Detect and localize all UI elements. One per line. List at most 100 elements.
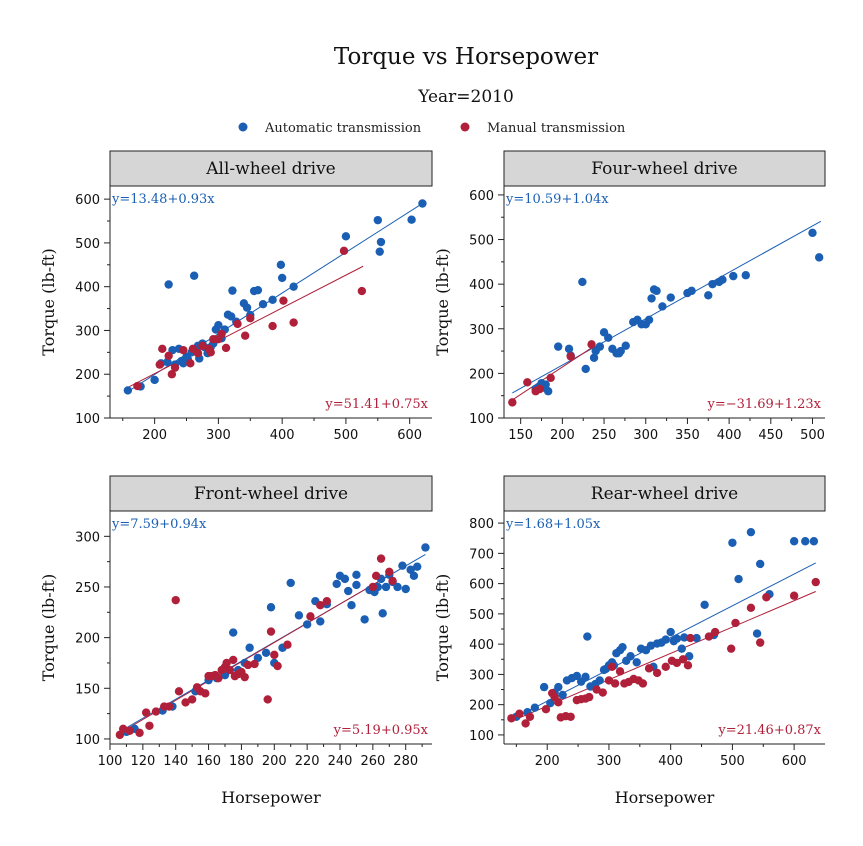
data-point xyxy=(543,387,553,396)
y-tick-label: 200 xyxy=(469,367,494,382)
y-tick-label: 500 xyxy=(469,234,494,249)
series-automatic xyxy=(123,199,427,395)
data-point xyxy=(187,695,197,704)
y-tick-label: 800 xyxy=(469,517,494,532)
data-point xyxy=(167,370,177,379)
x-axis-title: Horsepower xyxy=(615,788,715,807)
y-tick-label: 600 xyxy=(75,193,100,208)
data-point xyxy=(566,352,575,361)
fit-line-automatic xyxy=(512,220,822,394)
data-point xyxy=(217,329,226,339)
data-point xyxy=(587,340,596,349)
data-point xyxy=(708,279,717,289)
data-point xyxy=(339,246,349,255)
data-point xyxy=(171,595,180,605)
strip-fwd xyxy=(109,475,433,512)
data-point xyxy=(672,658,682,668)
data-point xyxy=(268,321,277,331)
y-tick-label: 100 xyxy=(469,729,494,744)
data-point xyxy=(581,364,590,374)
data-point xyxy=(595,342,605,351)
data-point xyxy=(521,719,530,728)
x-tick-label: 500 xyxy=(720,754,745,769)
data-point xyxy=(644,664,654,673)
equation-automatic: y=13.48+0.93x xyxy=(111,192,215,207)
data-point xyxy=(302,620,312,629)
data-point xyxy=(375,247,384,256)
y-tick-label: 150 xyxy=(75,682,100,697)
data-point xyxy=(710,627,720,637)
data-point xyxy=(566,712,575,721)
x-tick-label: 140 xyxy=(163,754,188,769)
chart-subtitle: Year=2010 xyxy=(417,87,514,107)
data-point xyxy=(273,661,282,671)
data-point xyxy=(809,537,819,546)
x-tick-label: 250 xyxy=(592,428,617,443)
data-point xyxy=(123,386,133,395)
data-point xyxy=(376,554,386,563)
y-tick-label: 300 xyxy=(469,323,494,338)
data-point xyxy=(289,318,298,327)
data-point xyxy=(672,634,682,643)
data-point xyxy=(186,359,195,368)
x-tick-label: 500 xyxy=(334,428,359,443)
panel-rwd: Rear-wheel drive 200 300 400 500 600 100 200 300… xyxy=(433,475,826,807)
data-point xyxy=(729,271,738,281)
data-point xyxy=(198,341,207,350)
data-point xyxy=(686,633,695,643)
data-point xyxy=(615,667,625,676)
strip-label-fwd: Front-wheel drive xyxy=(194,484,348,504)
y-tick-label: 500 xyxy=(75,237,100,252)
data-point xyxy=(253,285,263,295)
data-point xyxy=(734,574,743,584)
data-point xyxy=(164,351,173,361)
data-point xyxy=(746,527,756,537)
equation-manual: y=21.46+0.87x xyxy=(717,723,821,738)
y-tick-label: 100 xyxy=(75,412,100,427)
data-point xyxy=(246,313,255,323)
data-point xyxy=(755,559,765,569)
y-tick-label: 500 xyxy=(469,608,494,623)
data-point xyxy=(789,537,799,546)
data-point xyxy=(316,617,325,626)
x-tick-label: 350 xyxy=(675,428,700,443)
data-point xyxy=(145,721,154,730)
x-tick-label: 280 xyxy=(393,754,418,769)
data-point xyxy=(283,640,292,649)
data-point xyxy=(583,632,592,641)
data-point xyxy=(371,571,381,581)
data-point xyxy=(158,344,167,354)
data-point xyxy=(344,586,353,596)
x-tick-label: 260 xyxy=(360,754,385,769)
y-tick-label: 200 xyxy=(75,632,100,647)
data-point xyxy=(578,277,587,287)
x-tick-label: 120 xyxy=(130,754,155,769)
data-point xyxy=(755,638,765,647)
data-point xyxy=(340,574,350,584)
data-point xyxy=(530,703,540,712)
data-point xyxy=(228,286,237,295)
data-point xyxy=(133,381,142,391)
y-axis-title: Torque (lb-ft) xyxy=(39,574,58,681)
x-tick-label: 100 xyxy=(98,754,123,769)
data-point xyxy=(418,199,427,208)
data-point xyxy=(240,672,249,682)
x-tick-label: 500 xyxy=(800,428,825,443)
data-point xyxy=(683,661,693,670)
data-point xyxy=(243,660,253,670)
data-point xyxy=(155,360,164,369)
data-point xyxy=(385,567,394,576)
data-point xyxy=(541,380,550,389)
x-tick-label: 240 xyxy=(328,754,353,769)
y-tick-label: 300 xyxy=(469,668,494,683)
data-point xyxy=(616,346,625,356)
equation-automatic: y=10.59+1.04x xyxy=(505,192,609,207)
x-tick-label: 600 xyxy=(782,754,807,769)
strip-label-rwd: Rear-wheel drive xyxy=(591,484,738,504)
y-tick-label: 300 xyxy=(75,530,100,545)
data-point xyxy=(279,296,288,305)
legend-label-automatic: Automatic transmission xyxy=(264,121,422,136)
data-point xyxy=(595,676,604,685)
data-point xyxy=(388,576,397,586)
